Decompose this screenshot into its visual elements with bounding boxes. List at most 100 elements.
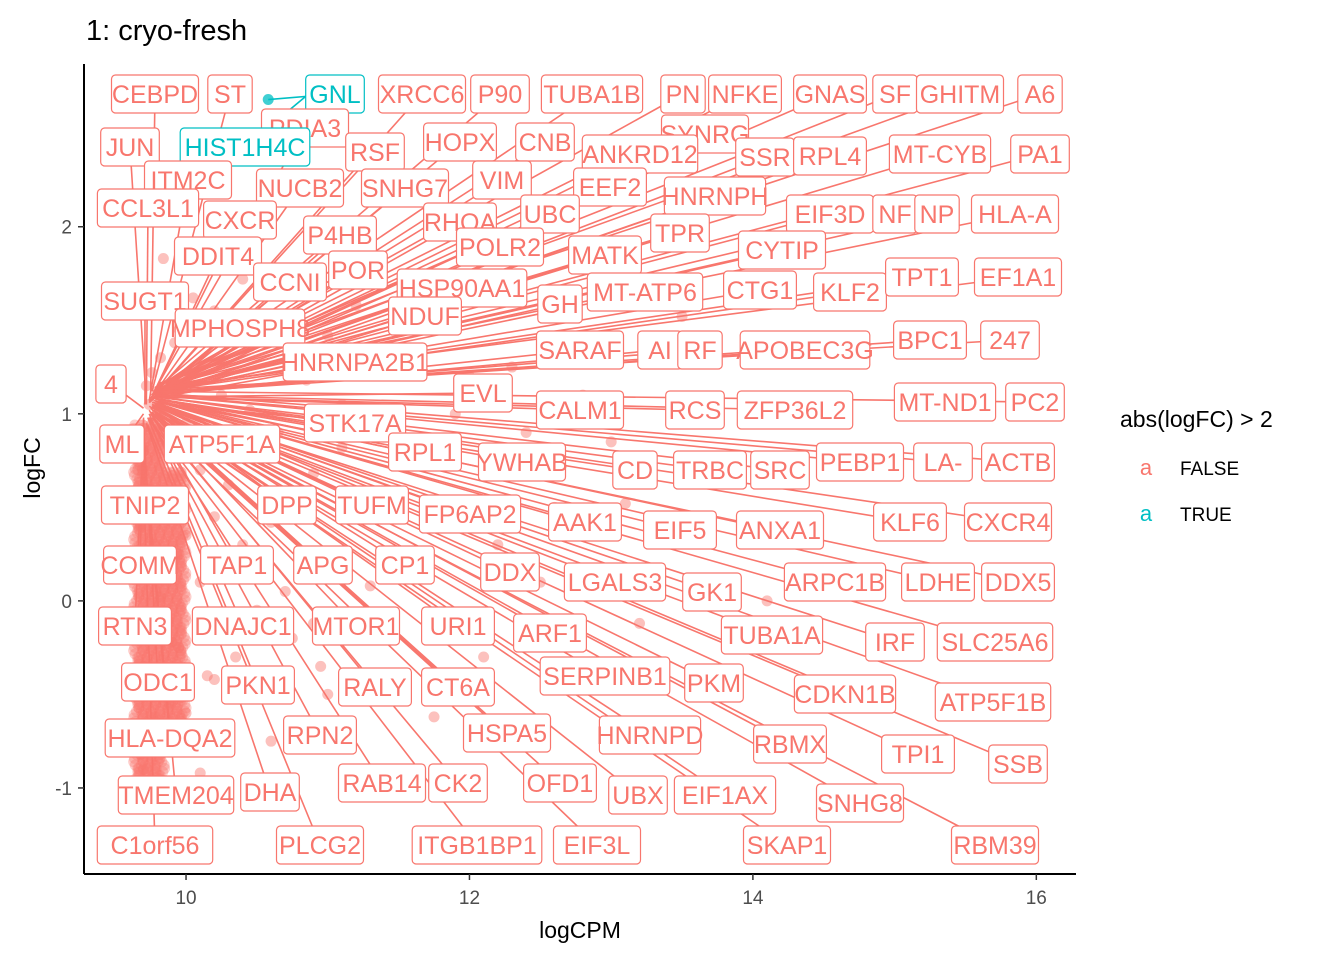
point-label: HOPX xyxy=(423,122,498,162)
point-label: TUFM xyxy=(335,485,410,525)
y-tick-label: -1 xyxy=(55,779,72,800)
label-box xyxy=(99,424,145,464)
data-point xyxy=(133,766,145,778)
label-text: TAP1 xyxy=(207,552,268,580)
label-text: APG xyxy=(297,552,350,580)
x-tick-label: 12 xyxy=(459,888,480,909)
point-label: ANKRD12 xyxy=(581,134,699,174)
label-text: SSR xyxy=(739,144,790,172)
data-point xyxy=(138,470,150,482)
data-point xyxy=(128,534,140,546)
data-point xyxy=(159,699,171,711)
data-point xyxy=(201,670,213,682)
data-point xyxy=(170,611,182,623)
data-point xyxy=(150,587,162,599)
label-box xyxy=(980,562,1055,602)
label-box xyxy=(552,825,642,865)
point-label: YWHAB xyxy=(476,442,568,482)
data-point xyxy=(141,762,153,774)
point-label: TUBA1B xyxy=(540,74,644,114)
label-box xyxy=(677,330,723,370)
label-text: GK1 xyxy=(687,579,737,607)
label-text: TPR xyxy=(655,220,705,248)
label-text: NUCB2 xyxy=(258,175,343,203)
label-box xyxy=(428,763,488,803)
data-point xyxy=(208,673,220,685)
label-text: JUN xyxy=(106,134,155,162)
data-point xyxy=(167,584,179,596)
data-point xyxy=(146,419,158,431)
point-label: DDX5 xyxy=(980,562,1055,602)
point-label: A6 xyxy=(1017,74,1063,114)
label-box xyxy=(200,545,275,585)
data-point xyxy=(364,580,376,592)
label-box xyxy=(375,545,435,585)
label-box xyxy=(900,562,975,602)
label-text: TPT1 xyxy=(891,264,952,292)
data-point xyxy=(170,635,182,647)
data-point xyxy=(145,645,157,657)
data-point xyxy=(172,587,184,599)
data-point xyxy=(166,645,178,657)
data-point xyxy=(177,641,189,653)
data-point xyxy=(167,473,179,485)
data-point xyxy=(146,466,158,478)
label-box xyxy=(96,188,200,228)
data-point xyxy=(154,598,166,610)
data-point xyxy=(131,473,143,485)
label-box xyxy=(470,74,530,114)
data-point xyxy=(265,735,277,747)
label-text: EIF5 xyxy=(654,517,707,545)
data-point xyxy=(138,594,150,606)
data-point xyxy=(154,594,166,606)
data-point xyxy=(152,446,164,458)
label-text: TPI1 xyxy=(892,741,945,769)
data-point xyxy=(136,470,148,482)
data-point xyxy=(167,645,179,657)
data-point xyxy=(141,766,153,778)
data-point xyxy=(605,436,617,448)
data-point xyxy=(179,527,191,539)
label-box xyxy=(547,502,622,542)
data-point xyxy=(179,638,191,650)
label-box xyxy=(672,450,747,490)
data-point xyxy=(128,645,140,657)
data-point xyxy=(149,759,161,771)
label-text: EEF2 xyxy=(579,174,642,202)
data-point xyxy=(165,466,177,478)
data-point xyxy=(179,544,191,556)
point-label: UBC xyxy=(520,194,580,234)
data-point xyxy=(153,594,165,606)
label-box xyxy=(421,667,496,707)
data-point xyxy=(176,470,188,482)
data-point xyxy=(136,530,148,542)
point-label: ANXA1 xyxy=(735,510,825,550)
label-text: DNAJC1 xyxy=(194,613,291,641)
data-point xyxy=(144,470,156,482)
data-point xyxy=(175,577,187,589)
data-point xyxy=(151,523,163,535)
label-box xyxy=(257,485,317,525)
label-text: EIF1AX xyxy=(682,782,768,810)
label-text: ST xyxy=(214,81,246,109)
label-box xyxy=(872,502,947,542)
data-point xyxy=(171,618,183,630)
label-text: 4 xyxy=(104,371,118,399)
data-point xyxy=(137,534,149,546)
point-label: P4HB xyxy=(303,215,378,255)
point-label: GK1 xyxy=(682,572,742,612)
point-label: FP6AP2 xyxy=(418,494,522,534)
data-point xyxy=(152,756,164,768)
data-point xyxy=(150,587,162,599)
label-text: CYTIP xyxy=(745,237,819,265)
label-text: ZFP36L2 xyxy=(744,397,847,425)
data-point xyxy=(175,604,187,616)
point-label: CXCR4 xyxy=(963,502,1053,542)
label-box xyxy=(750,450,810,490)
data-point xyxy=(171,591,183,603)
data-point xyxy=(174,557,186,569)
label-box xyxy=(179,127,311,167)
label-box xyxy=(950,825,1040,865)
label-text: RPL1 xyxy=(394,439,457,467)
point-label: CEBPD xyxy=(110,74,200,114)
